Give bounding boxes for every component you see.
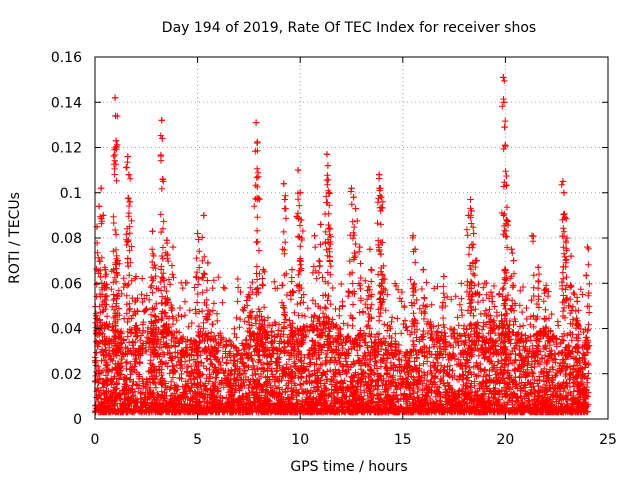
roti-peak-point <box>311 232 318 239</box>
roti-peak-point <box>377 185 384 192</box>
roti-peak-point <box>294 166 302 174</box>
roti-peak-point <box>350 194 357 201</box>
roti-peak-point <box>465 212 472 219</box>
roti-peak-point <box>409 232 417 239</box>
roti-peak-point <box>95 203 103 210</box>
roti-peak-point <box>245 291 253 298</box>
y-tick-label: 0.12 <box>51 141 82 157</box>
y-tick-label: 0.14 <box>51 95 82 111</box>
roti-peak-point <box>470 230 477 237</box>
roti-peak-point <box>481 280 489 287</box>
roti-peak-point <box>510 257 517 264</box>
roti-peak-point <box>508 246 515 253</box>
roti-peak-point <box>200 212 207 219</box>
roti-peak-point <box>378 194 385 201</box>
roti-peak-point <box>132 273 140 280</box>
x-tick-label: 20 <box>496 432 514 448</box>
roti-peak-point <box>298 216 305 224</box>
roti-peak-point <box>379 239 386 246</box>
roti-peak-point <box>468 207 475 215</box>
roti-peak-point <box>126 198 134 205</box>
x-tick-label: 10 <box>291 432 309 448</box>
roti-peak-point <box>194 230 201 237</box>
y-tick-label: 0 <box>73 412 82 428</box>
roti-peak-point <box>440 273 448 280</box>
roti-peak-point <box>281 196 289 203</box>
roti-peak-point <box>376 171 383 178</box>
x-tick-label: 0 <box>91 432 100 448</box>
y-tick-label: 0.16 <box>51 50 82 66</box>
roti-peak-point <box>325 189 333 196</box>
y-tick-label: 0.06 <box>51 276 82 292</box>
roti-peak-point <box>420 266 427 273</box>
data-points <box>91 74 593 416</box>
roti-peak-point <box>253 139 261 147</box>
roti-peak-point <box>254 173 262 181</box>
roti-peak-point <box>324 162 332 169</box>
roti-peak-point <box>102 266 109 273</box>
roti-peak-point <box>112 137 120 144</box>
roti-peak-point <box>159 175 166 183</box>
roti-peak-point <box>288 266 296 273</box>
roti-peak-point <box>501 123 508 131</box>
roti-peak-point <box>584 243 591 251</box>
y-tick-label: 0.08 <box>51 231 82 247</box>
x-axis-label: GPS time / hours <box>290 459 407 475</box>
chart-title: Day 194 of 2019, Rate Of TEC Index for r… <box>162 20 536 36</box>
roti-peak-point <box>366 246 374 253</box>
roti-peak-point <box>110 266 117 273</box>
roti-peak-point <box>502 142 509 149</box>
roti-peak-point <box>348 185 355 192</box>
roti-plus-markers <box>91 74 593 416</box>
x-tick-label: 15 <box>394 432 412 448</box>
roti-peak-point <box>169 243 177 251</box>
roti-peak-point <box>352 205 359 212</box>
roti-peak-point <box>467 196 474 203</box>
roti-peak-point <box>100 212 107 219</box>
roti-peak-point <box>252 119 260 126</box>
roti-peak-point <box>567 252 575 260</box>
roti-peak-point <box>260 266 267 273</box>
roti-peak-point <box>111 94 119 101</box>
roti-peak-point <box>561 214 569 221</box>
x-tick-label: 5 <box>193 432 202 448</box>
roti-peak-point <box>326 225 334 233</box>
roti-peak-point <box>317 221 324 228</box>
roti-peak-point <box>163 237 171 244</box>
roti-peak-point <box>280 180 287 187</box>
roti-peak-point <box>473 257 480 264</box>
roti-peak-point <box>535 264 542 271</box>
roti-peak-point <box>297 189 304 196</box>
roti-peak-point <box>323 151 331 158</box>
roti-peak-point <box>112 112 119 120</box>
roti-peak-point <box>574 298 581 305</box>
x-tick-label: 25 <box>599 432 617 448</box>
roti-peak-point <box>356 243 363 251</box>
roti-peak-point <box>487 289 495 296</box>
roti-peak-point <box>149 228 156 235</box>
roti-peak-point <box>528 232 536 239</box>
roti-peak-point <box>503 216 510 224</box>
y-axis-label: ROTI / TECUs <box>7 192 23 284</box>
roti-peak-point <box>125 171 133 178</box>
roti-peak-point <box>563 234 571 242</box>
roti-peak-point <box>500 99 508 106</box>
roti-peak-point <box>151 261 158 269</box>
roti-peak-point <box>204 259 212 267</box>
roti-peak-point <box>541 286 548 294</box>
roti-peak-point <box>114 257 121 264</box>
roti-peak-point <box>97 185 105 192</box>
y-tick-label: 0.02 <box>51 367 82 383</box>
roti-peak-point <box>159 135 166 142</box>
roti-peak-point <box>158 117 165 124</box>
y-tick-label: 0.04 <box>51 322 82 338</box>
axis-ticks: 0 0.02 0.04 0.06 0.08 0.1 0.12 0.14 0.16 0 5 10 15 20… <box>51 50 617 448</box>
y-tick-label: 0.1 <box>60 186 82 202</box>
roti-peak-point <box>560 189 568 196</box>
roti-peak-point <box>124 153 132 160</box>
roti-peak-point <box>500 74 507 81</box>
roti-peak-point <box>559 178 567 185</box>
roti-peak-point <box>411 246 419 253</box>
